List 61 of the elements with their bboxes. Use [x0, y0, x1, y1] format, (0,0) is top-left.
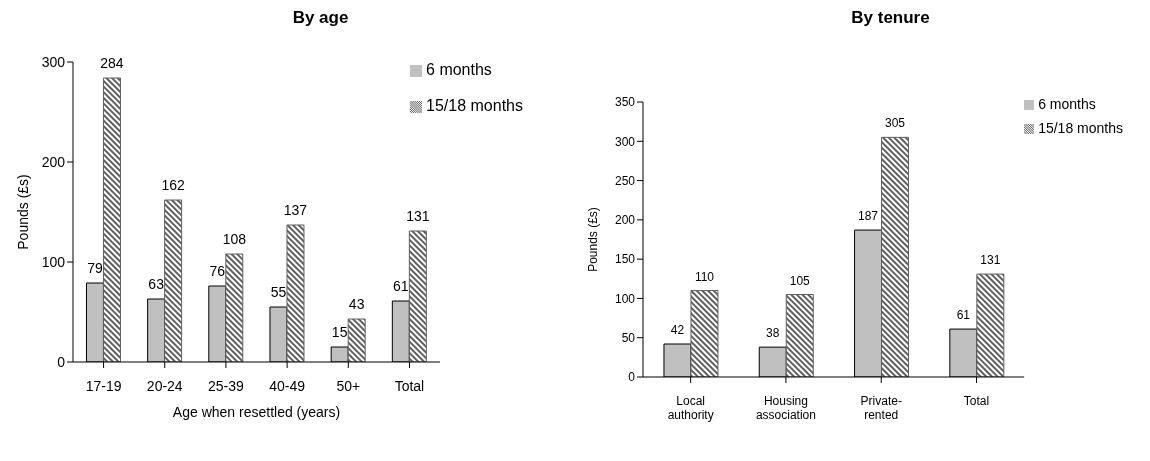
data-label: 43: [348, 296, 365, 312]
x-tick-label: Housing association: [755, 393, 816, 422]
y-tick-label: 100: [614, 291, 636, 306]
bar: [164, 199, 183, 362]
bar: [690, 290, 719, 377]
data-label: 79: [87, 260, 103, 276]
y-tick-label: 100: [41, 253, 66, 270]
y-tick-label: 200: [41, 153, 66, 170]
legend-label: 15/18 months: [1038, 120, 1123, 136]
x-tick-label: 40-49: [269, 378, 306, 395]
x-tick-label: 50+: [336, 378, 361, 395]
data-label: 42: [670, 323, 685, 337]
data-label: 63: [148, 276, 165, 292]
y-tick-label: 300: [41, 53, 66, 70]
y-tick-label: 0: [57, 353, 66, 370]
bar: [286, 224, 305, 362]
bar: [225, 253, 244, 362]
y-tick-label: 50: [621, 330, 636, 345]
y-tick-label: 250: [614, 173, 636, 188]
y-tick-label: 200: [614, 213, 636, 228]
bar: [347, 318, 366, 362]
bar: [785, 294, 814, 377]
legend-label: 6 months: [1038, 96, 1096, 112]
data-label: 105: [789, 273, 811, 288]
chart-title: By age: [291, 8, 350, 29]
y-tick-label: 350: [614, 95, 636, 110]
data-label: 38: [766, 326, 780, 341]
bar: [881, 136, 910, 377]
data-label: 305: [885, 116, 906, 131]
legend-label: 15/18 months: [426, 97, 523, 114]
bar: [102, 77, 121, 362]
data-label: 61: [393, 278, 409, 294]
x-axis-title: Age when resettled (years): [172, 403, 341, 420]
x-tick-label: 25-39: [208, 378, 245, 395]
y-tick-label: 150: [614, 252, 636, 267]
x-tick-label: 20-24: [146, 378, 183, 395]
data-label: 131: [980, 253, 1001, 268]
data-label: 137: [283, 202, 308, 218]
data-label: 15: [331, 324, 348, 340]
bar: [408, 230, 427, 362]
y-tick-label: 300: [614, 134, 636, 149]
data-label: 55: [270, 284, 287, 300]
bar: [976, 273, 1005, 377]
y-axis-title: Pounds (£s): [14, 174, 31, 250]
data-label: 162: [161, 177, 186, 193]
data-label: 108: [222, 231, 247, 247]
data-label: 61: [956, 308, 971, 323]
x-tick-label: Total: [394, 378, 425, 395]
x-tick-label: Local authority: [667, 393, 714, 422]
data-label: 110: [694, 269, 715, 284]
data-label: 76: [209, 263, 226, 279]
chart-title: By tenure: [850, 8, 931, 29]
legend-label: 6 months: [426, 61, 492, 78]
data-label: 187: [858, 209, 879, 224]
x-tick-label: Total: [963, 393, 990, 408]
x-tick-label: Private-rented: [860, 393, 902, 422]
y-axis-title: Pounds (£s): [586, 207, 601, 272]
x-tick-label: 17-19: [85, 378, 122, 395]
data-label: 131: [406, 208, 430, 224]
data-label: 284: [100, 55, 124, 71]
y-tick-label: 0: [628, 370, 636, 385]
